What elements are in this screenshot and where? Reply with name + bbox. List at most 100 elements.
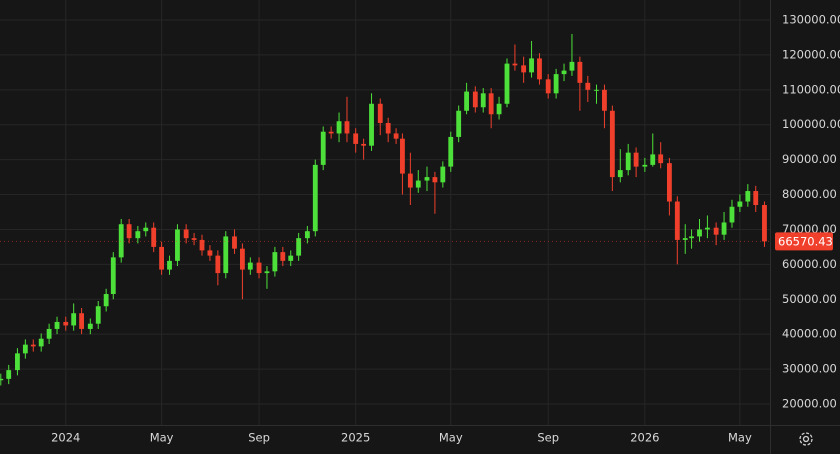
candle-body	[30, 344, 36, 347]
candle-body	[118, 224, 124, 258]
x-tick-label: May	[150, 431, 174, 445]
candle-body	[167, 260, 172, 270]
candle-body	[537, 58, 542, 80]
x-tick-label: May	[439, 431, 463, 445]
candle-body	[135, 231, 141, 239]
candle-body	[183, 229, 189, 239]
candle-body	[504, 63, 510, 104]
last-price-box	[775, 232, 833, 251]
candle-body	[126, 224, 132, 239]
candle-body	[432, 177, 438, 183]
candle-body	[336, 121, 342, 134]
x-tick-label: 2026	[630, 431, 659, 445]
candle-body	[594, 89, 599, 91]
candle-body	[400, 138, 405, 174]
candle-body	[175, 229, 180, 261]
candle-body	[264, 271, 270, 274]
candle-body	[561, 70, 567, 75]
candle-body	[159, 246, 165, 270]
candle-body	[737, 201, 743, 207]
x-tick-label: Sep	[537, 431, 559, 445]
candle-body	[110, 257, 116, 295]
candle-body	[705, 227, 710, 230]
candle-body	[448, 136, 454, 167]
candle-body	[353, 133, 359, 144]
y-tick-label: 50000.00	[782, 292, 837, 306]
candle-body	[456, 110, 462, 137]
candle-body	[87, 323, 93, 329]
candle-body	[361, 143, 367, 146]
y-tick-label: 110000.00	[782, 82, 840, 96]
candle-body	[79, 313, 85, 329]
candle-body	[697, 229, 702, 237]
candle-body	[71, 313, 77, 326]
candle-body	[38, 338, 44, 347]
candle-body	[682, 238, 688, 240]
y-tick-label: 60000.00	[782, 257, 837, 271]
y-tick-label: 30000.00	[782, 362, 837, 376]
candle-body	[46, 328, 52, 339]
candle-body	[577, 61, 583, 83]
candle-body	[464, 91, 470, 111]
candle-body	[496, 103, 502, 115]
candle-body	[385, 122, 391, 134]
candle-body	[312, 164, 318, 232]
candle-body	[650, 154, 656, 165]
candle-body	[151, 227, 157, 247]
candle-body	[424, 177, 430, 181]
y-tick-label: 100000.00	[782, 117, 840, 131]
candle-body	[407, 173, 413, 188]
candle-body	[377, 103, 383, 123]
candle-body	[721, 222, 727, 235]
last-price-label: 66570.43	[778, 234, 833, 248]
candle-body	[344, 121, 350, 134]
candle-body	[207, 250, 213, 256]
candle-body	[713, 227, 719, 235]
candle-body	[280, 252, 286, 261]
candle-body	[521, 65, 527, 73]
candle-body	[512, 63, 518, 66]
candle-body	[247, 262, 253, 270]
candle-body	[239, 248, 245, 270]
candle-body	[472, 91, 478, 108]
candle-body	[15, 353, 20, 371]
y-tick-label: 20000.00	[782, 396, 837, 410]
candle-body	[0, 378, 4, 381]
candle-body	[745, 191, 751, 202]
candle-body	[22, 344, 28, 354]
x-tick-label: Sep	[248, 431, 270, 445]
candle-body	[689, 236, 694, 239]
candle-body	[191, 238, 197, 240]
settings-button[interactable]	[799, 432, 813, 446]
candle-body	[320, 131, 326, 165]
candle-body	[304, 231, 310, 239]
candle-body	[729, 206, 735, 223]
axis-labels: 20000.00 30000.00 40000.00 50000.00 60000.00…	[0, 13, 840, 445]
candle-body	[223, 236, 229, 274]
candle-body	[674, 201, 680, 240]
candle-body	[553, 74, 559, 94]
y-tick-label: 120000.00	[782, 47, 840, 61]
x-tick-label: May	[728, 431, 752, 445]
candle-body	[602, 89, 607, 111]
candle-body	[199, 239, 205, 251]
x-tick-label: 2024	[51, 431, 80, 445]
candle-body	[440, 166, 446, 183]
y-tick-label: 90000.00	[782, 152, 837, 166]
candle-body	[633, 152, 639, 167]
candle-body	[666, 163, 672, 202]
candle-body	[328, 131, 334, 134]
y-tick-label: 80000.00	[782, 187, 837, 201]
candle-body	[569, 61, 575, 71]
candle-body	[6, 370, 12, 379]
candle-body	[288, 255, 294, 261]
candle-body	[480, 93, 486, 108]
candle-body	[63, 321, 69, 326]
x-tick-label: 2025	[341, 431, 370, 445]
candle-body	[393, 133, 399, 139]
candle-body	[625, 152, 631, 171]
candle-body	[762, 205, 767, 242]
